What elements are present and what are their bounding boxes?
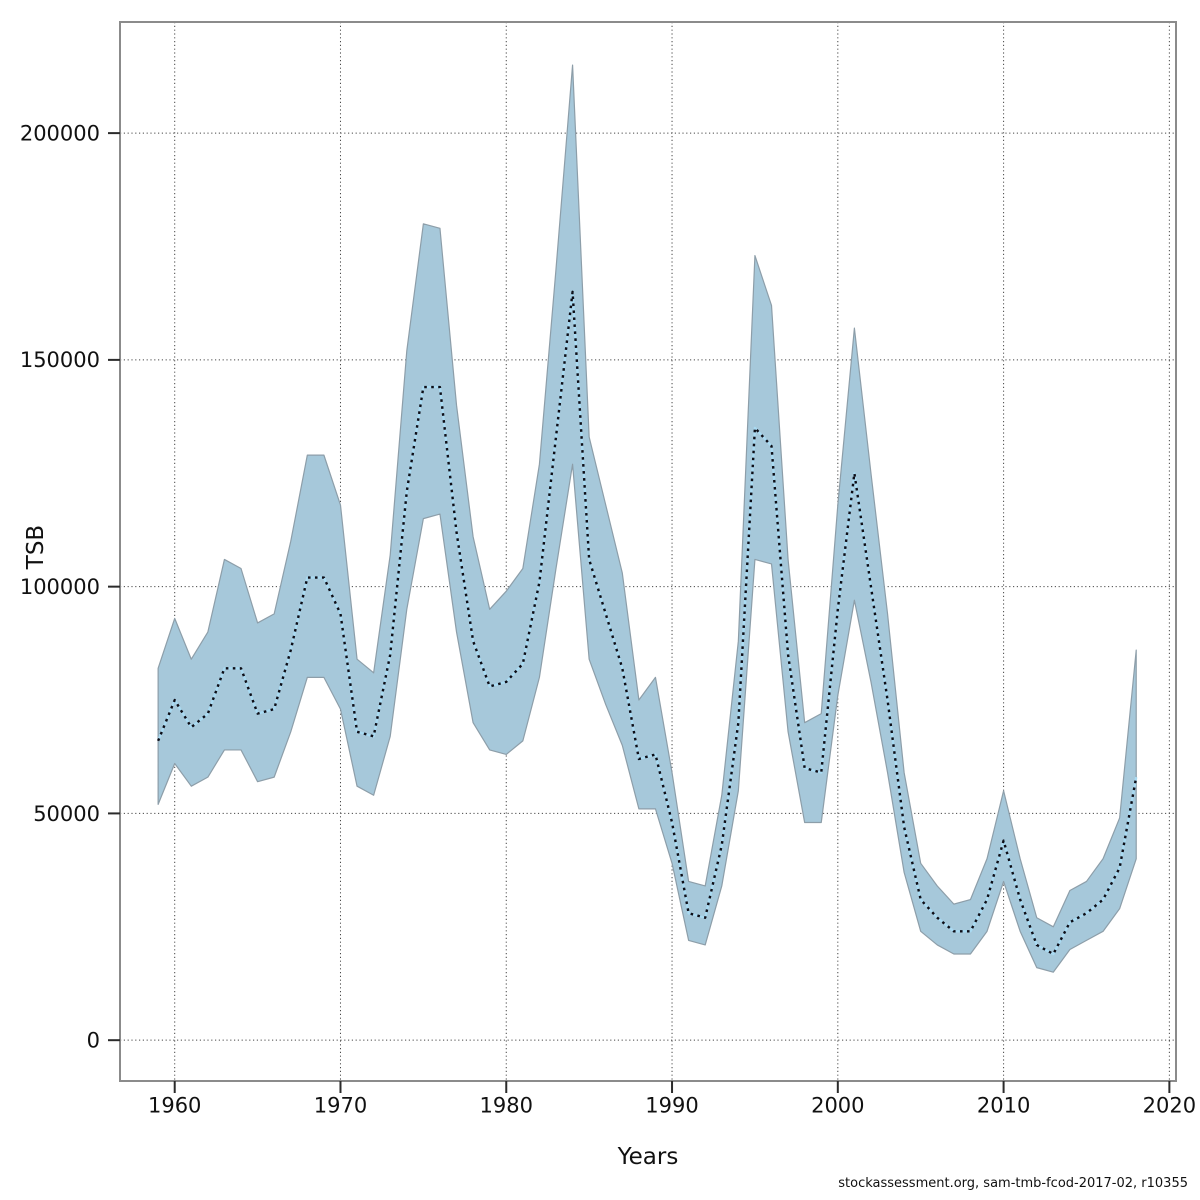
estimate-line-dotted	[157, 290, 1138, 956]
x-tick-label: 2020	[1143, 1093, 1196, 1117]
y-tick-label: 100000	[20, 575, 100, 599]
y-axis-title: TSB	[23, 524, 49, 570]
credit-text: stockassessment.org, sam-tmb-fcod-2017-0…	[838, 1176, 1188, 1191]
confidence-band	[157, 64, 1137, 973]
x-axis-title: Years	[617, 1144, 679, 1170]
x-tick-label: 2000	[811, 1093, 864, 1117]
x-tick-label: 1960	[148, 1093, 201, 1117]
y-tick-label: 50000	[33, 802, 100, 826]
y-tick-label: 0	[87, 1029, 100, 1053]
plot-border	[119, 21, 1177, 1082]
x-tick-label: 2010	[977, 1093, 1030, 1117]
y-tick-label: 200000	[20, 121, 100, 145]
tick-marks	[108, 132, 1171, 1093]
y-tick-label: 150000	[20, 348, 100, 372]
x-tick-label: 1980	[480, 1093, 533, 1117]
x-tick-label: 1990	[645, 1093, 698, 1117]
x-tick-label: 1970	[314, 1093, 367, 1117]
